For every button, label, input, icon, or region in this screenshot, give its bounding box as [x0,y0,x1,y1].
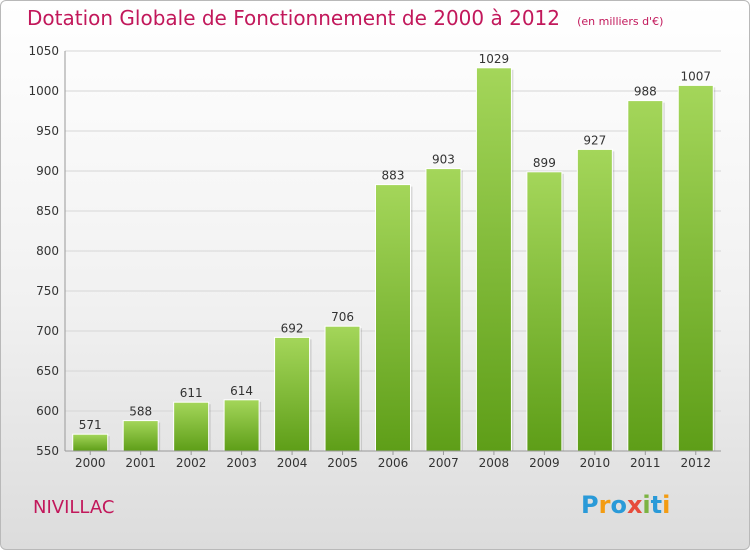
x-tick-label-2001: 2001 [125,456,156,470]
data-label-2005: 706 [331,310,354,324]
y-tick-label: 600 [36,404,59,418]
data-label-2006: 883 [382,169,405,183]
bar-2010 [576,148,613,452]
data-label-2012: 1007 [680,69,711,83]
y-tick-label: 900 [36,164,59,178]
bar-2011 [627,100,664,452]
bar-2001 [122,420,159,452]
chart-title: Dotation Globale de Fonctionnement de 20… [27,6,560,30]
bar-2002 [173,401,210,452]
data-label-2001: 588 [129,405,152,419]
bar-2009 [526,171,563,452]
logo-letter: t [650,491,663,519]
logo-letter: P [581,491,599,519]
data-label-2002: 611 [180,386,203,400]
data-label-2007: 903 [432,153,455,167]
y-tick-label: 1000 [28,84,59,98]
y-tick-label: 950 [36,124,59,138]
y-tick-label: 550 [36,444,59,458]
data-label-2000: 571 [79,418,102,432]
logo-letter: i [662,491,671,519]
x-tick-label-2000: 2000 [75,456,106,470]
x-tick-label-2010: 2010 [580,456,611,470]
bar-2003 [223,399,260,452]
x-tick-label-2005: 2005 [327,456,358,470]
x-tick-label-2008: 2008 [479,456,510,470]
bar-2007 [425,168,462,452]
bar-2005 [324,325,361,452]
logo-letter: o [610,491,627,519]
x-tick-label-2002: 2002 [176,456,207,470]
bars [72,67,716,452]
y-tick-label: 700 [36,324,59,338]
y-tick-label: 1050 [28,44,59,58]
x-axis: 2000 2001 2002 2003 2004 2005 2006 2007 2008 2009… [65,450,721,470]
x-tick-label-2007: 2007 [428,456,459,470]
data-label-2008: 1029 [479,52,510,66]
commune-name: NIVILLAC [33,497,115,518]
x-tick-label-2006: 2006 [378,456,409,470]
x-tick-label-2011: 2011 [630,456,661,470]
data-label-2010: 927 [583,133,606,147]
bar-2008 [475,67,512,452]
data-label-2011: 988 [634,85,657,99]
title-row: Dotation Globale de Fonctionnement de 20… [27,6,663,30]
data-label-2004: 692 [281,321,304,335]
y-tick-label: 800 [36,244,59,258]
x-tick-label-2003: 2003 [226,456,257,470]
data-label-2003: 614 [230,384,253,398]
bar-2000 [72,433,109,452]
y-axis: 550 600 650 700 750 800 850 900 950 1000 1050 [28,44,66,458]
bar-2006 [375,184,411,452]
bar-2012 [677,84,714,452]
chart-subtitle: (en milliers d'€) [577,15,664,28]
logo-letter: r [598,491,611,519]
bar-2004 [274,336,311,452]
x-tick-label-2009: 2009 [529,456,560,470]
logo-letter: x [626,491,643,519]
y-tick-label: 750 [36,284,59,298]
y-tick-label: 650 [36,364,59,378]
x-tick-label-2012: 2012 [680,456,711,470]
x-tick-label-2004: 2004 [277,456,308,470]
data-labels: 571 588 611 614 692 706 883 903 1029 899 927 988 100… [79,52,711,432]
data-label-2009: 899 [533,156,556,170]
proxiti-logo: Proxiti [581,491,670,519]
y-tick-label: 850 [36,204,59,218]
logo-letter: i [642,491,651,519]
